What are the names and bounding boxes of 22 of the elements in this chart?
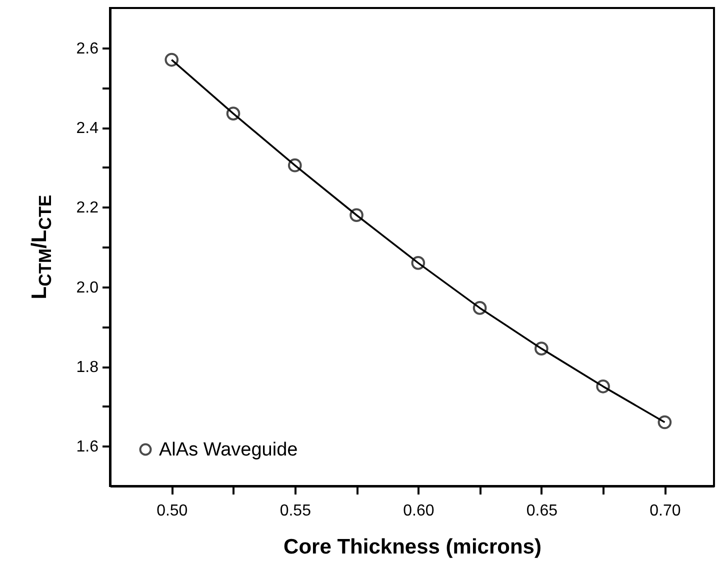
point xyxy=(164,52,179,67)
point xyxy=(472,301,487,315)
y-tick-label: 2.4 xyxy=(76,120,99,137)
point xyxy=(658,415,672,430)
y-tick-label: 2.0 xyxy=(76,279,99,296)
x-tick-label: 0.60 xyxy=(403,502,434,520)
x-axis-title: Core Thickness (microns) xyxy=(284,536,542,558)
y-tick-label: 1.6 xyxy=(76,438,99,456)
x-tick-label: 0.70 xyxy=(650,502,681,520)
point xyxy=(534,342,548,356)
y-tick-label: 2.6 xyxy=(76,40,99,58)
x-tick-label: 0.50 xyxy=(156,502,188,520)
point xyxy=(350,208,364,222)
point xyxy=(596,380,610,394)
point xyxy=(411,256,426,270)
point xyxy=(226,106,240,120)
point xyxy=(288,158,302,172)
x-tick-label: 0.55 xyxy=(280,502,312,520)
y-tick-label: 2.2 xyxy=(76,200,99,217)
x-tick-label: 0.65 xyxy=(526,502,558,520)
y-tick-label: 1.8 xyxy=(76,359,99,376)
legend-label: AlAs Waveguide xyxy=(159,440,298,460)
